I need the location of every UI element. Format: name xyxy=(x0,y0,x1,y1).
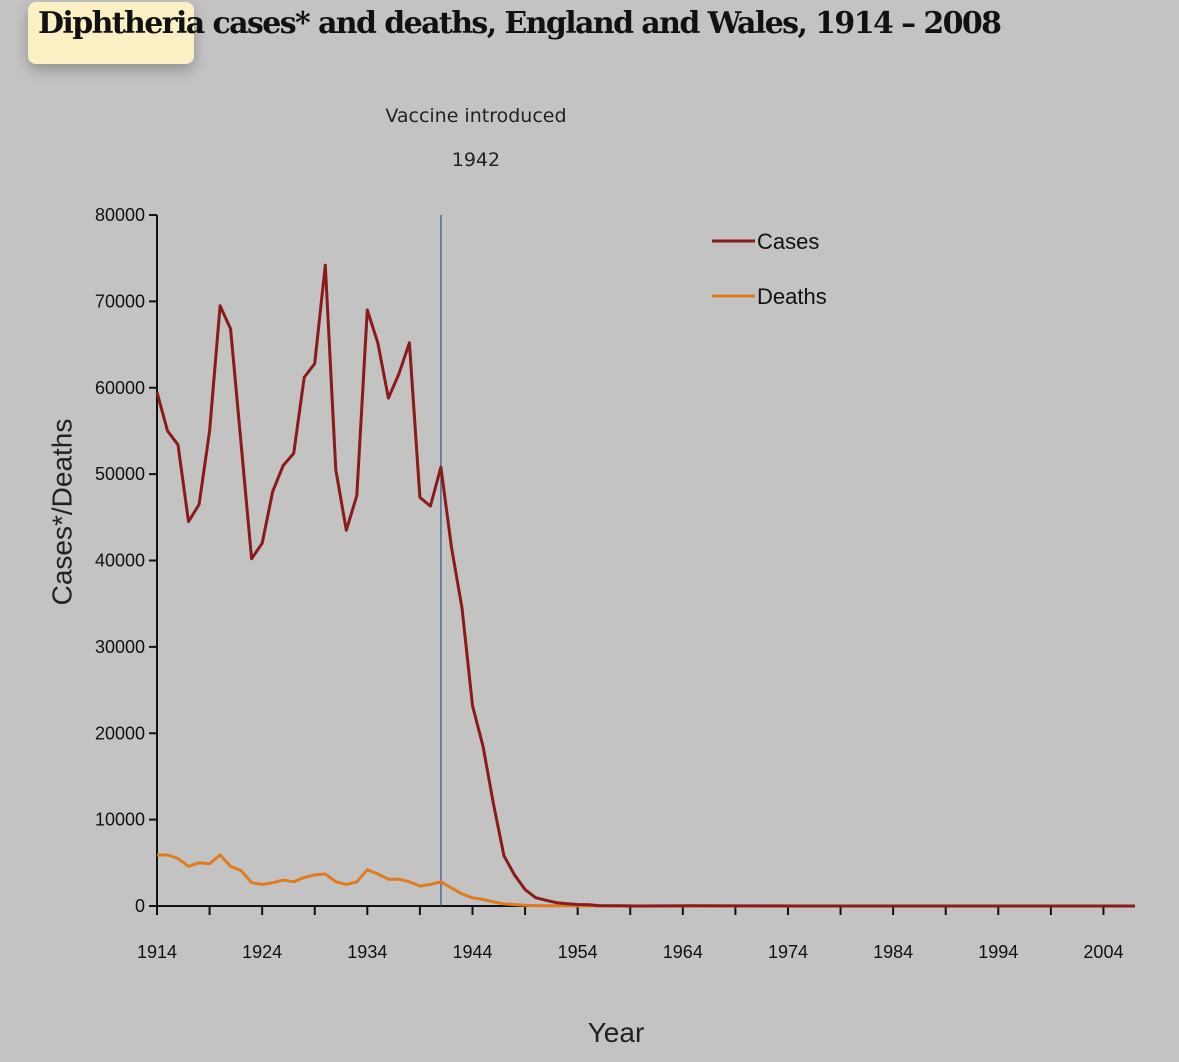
title-rest-text: cases* and deaths, England and Wales, 19… xyxy=(203,6,1002,41)
y-axis-title: Cases*/Deaths xyxy=(46,419,77,606)
x-tick-label: 1934 xyxy=(347,942,387,962)
x-tick-label: 1914 xyxy=(137,942,177,962)
y-tick-label: 30000 xyxy=(95,637,145,657)
x-tick-label: 1944 xyxy=(452,942,492,962)
vaccine-annotation-year: 1942 xyxy=(452,149,500,171)
cases-line xyxy=(155,263,1135,908)
y-tick-label: 50000 xyxy=(95,464,145,484)
y-tick-label: 60000 xyxy=(95,378,145,398)
x-axis-ticks: 1914 1924 1934 1944 1954 1964 1974 1984 1994 2004 xyxy=(137,906,1123,962)
y-axis-ticks: 0 10000 20000 30000 40000 50000 60000 70000 8000… xyxy=(95,205,157,916)
x-tick-label: 1924 xyxy=(242,942,282,962)
x-tick-label: 2004 xyxy=(1083,942,1123,962)
y-tick-label: 20000 xyxy=(95,723,145,743)
x-axis-title: Year xyxy=(588,1017,645,1048)
legend-label-cases: Cases xyxy=(757,229,819,254)
vaccine-annotation-label: Vaccine introduced xyxy=(385,105,566,127)
x-tick-label: 1964 xyxy=(663,942,703,962)
chart-title: Diphtheria cases* and deaths, England an… xyxy=(38,6,1002,41)
title-highlight xyxy=(28,2,194,64)
legend: Cases Deaths xyxy=(712,229,827,309)
x-tick-label: 1984 xyxy=(873,942,913,962)
x-tick-label: 1974 xyxy=(768,942,808,962)
x-tick-label: 1994 xyxy=(978,942,1018,962)
y-tick-label: 70000 xyxy=(95,291,145,311)
title-highlight-text: Diphtheria xyxy=(38,6,205,41)
x-tick-label: 1954 xyxy=(558,942,598,962)
y-tick-label: 80000 xyxy=(95,205,145,225)
y-tick-label: 10000 xyxy=(95,810,145,830)
y-tick-label: 40000 xyxy=(95,551,145,571)
y-tick-label: 0 xyxy=(135,896,145,916)
deaths-line xyxy=(157,853,1135,908)
series-group xyxy=(155,263,1135,908)
legend-label-deaths: Deaths xyxy=(757,284,827,309)
